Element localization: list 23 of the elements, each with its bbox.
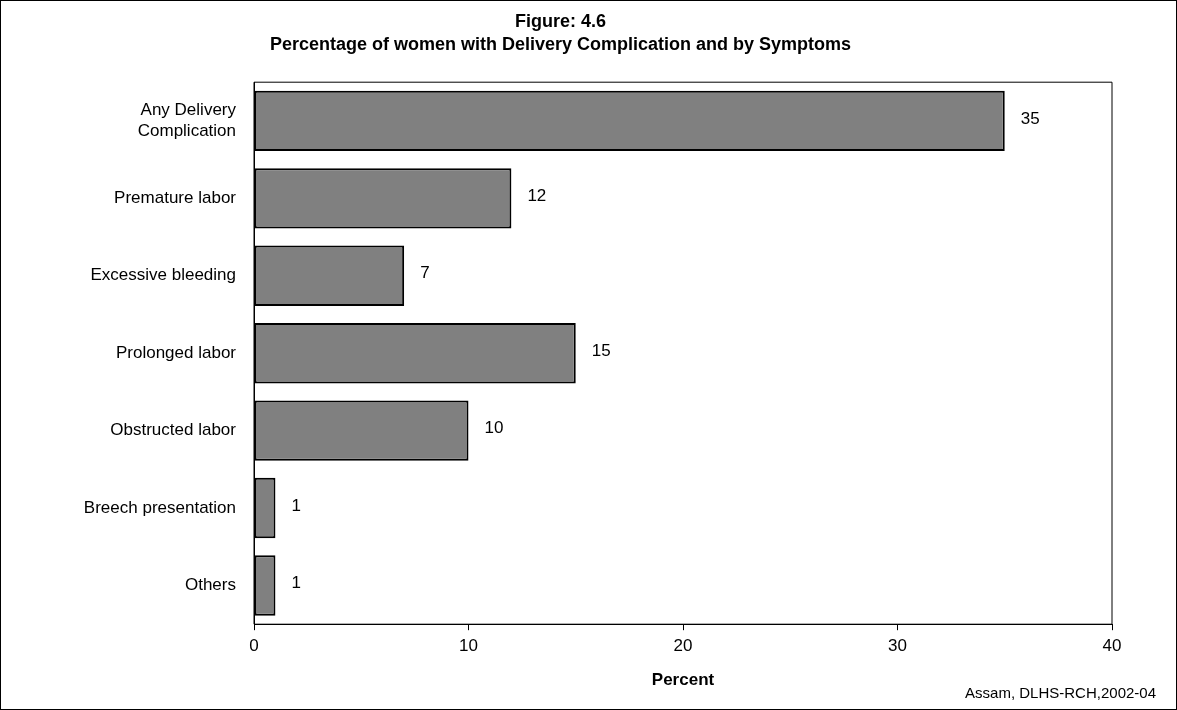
data-label: 7 bbox=[420, 263, 430, 283]
x-tick-label: 30 bbox=[888, 636, 907, 656]
chart-title: Figure: 4.6 bbox=[514, 10, 607, 31]
y-tick-label: Prolonged labor bbox=[115, 342, 237, 362]
data-label: 10 bbox=[484, 418, 504, 438]
data-label: 1 bbox=[291, 573, 301, 593]
data-label: 1 bbox=[291, 495, 301, 515]
chart-subtitle: Percentage of women with Delivery Complication and by Symptoms bbox=[269, 34, 852, 55]
y-tick-label: Others bbox=[184, 575, 236, 595]
x-tick-label: 10 bbox=[459, 636, 478, 656]
y-tick-label: Any Delivery Complication bbox=[137, 100, 237, 140]
x-axis-title: Percent bbox=[651, 670, 715, 690]
y-tick-label: Obstructed labor bbox=[110, 420, 237, 440]
y-tick-label: Premature labor bbox=[114, 188, 237, 208]
y-tick-label: Breech presentation bbox=[83, 497, 236, 517]
text: Assam, DLHS-RCH,2002-04 bbox=[965, 683, 1156, 701]
data-label: 12 bbox=[527, 186, 547, 206]
y-tick-label: Excessive bleeding bbox=[90, 265, 236, 285]
x-tick-label: 0 bbox=[249, 636, 259, 656]
data-label: 35 bbox=[1020, 108, 1040, 128]
x-tick-label: 40 bbox=[1102, 636, 1122, 656]
data-label: 15 bbox=[591, 340, 611, 360]
x-tick-label: 20 bbox=[673, 636, 693, 656]
